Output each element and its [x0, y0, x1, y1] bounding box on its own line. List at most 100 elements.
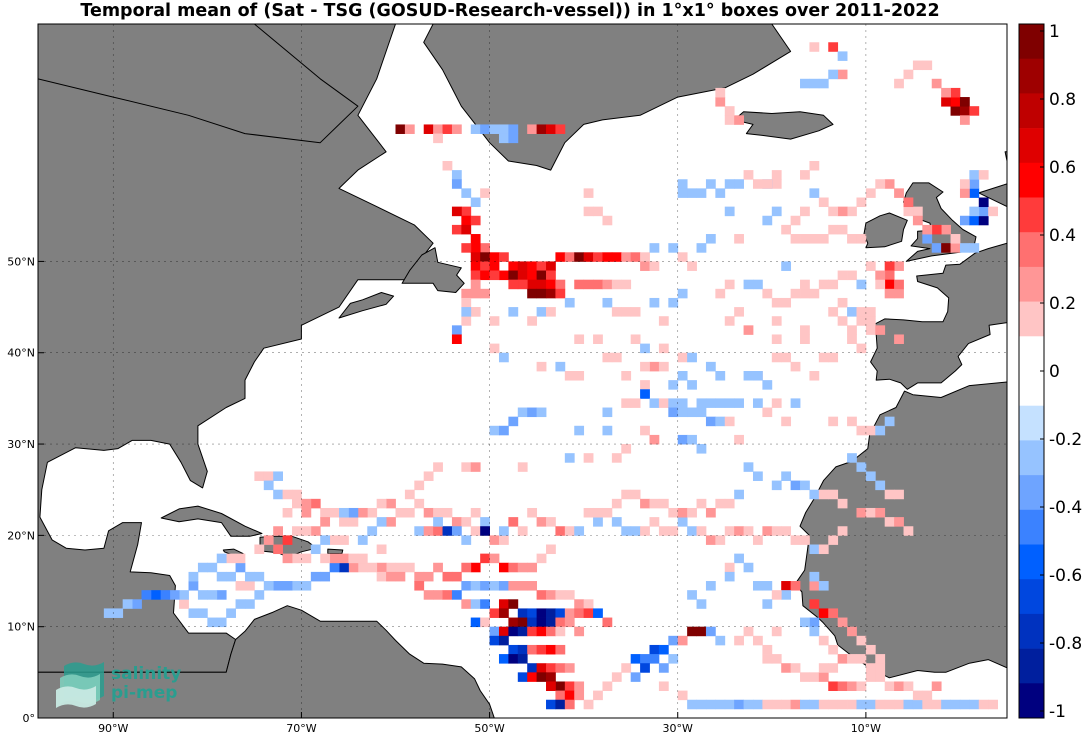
data-cell: [461, 599, 472, 609]
data-cell: [734, 179, 744, 189]
data-cell: [150, 590, 161, 600]
data-cell: [941, 699, 951, 710]
x-tick-label: 90°W: [98, 722, 128, 735]
data-cell: [527, 507, 538, 518]
data-cell: [583, 252, 594, 262]
data-cell: [404, 562, 415, 573]
data-cell: [715, 699, 726, 710]
data-cell: [931, 681, 942, 691]
data-cell: [668, 507, 679, 518]
data-cell: [395, 507, 406, 518]
data-cell: [593, 507, 603, 518]
data-cell: [734, 307, 744, 317]
data-cell: [498, 581, 509, 591]
data-cell: [423, 526, 434, 536]
data-cell: [470, 279, 481, 290]
data-cell: [451, 170, 462, 180]
data-cell: [884, 699, 895, 710]
data-cell: [828, 489, 839, 500]
data-cell: [894, 261, 904, 271]
data-cell: [903, 206, 914, 217]
data-cell: [498, 270, 509, 281]
data-cell: [781, 352, 792, 363]
data-cell: [470, 526, 481, 536]
data-cell: [771, 352, 782, 363]
data-cell: [480, 288, 490, 299]
data-cell: [837, 270, 848, 281]
data-cell: [263, 535, 274, 545]
data-cell: [527, 261, 538, 271]
data-cell: [771, 179, 782, 189]
data-cell: [527, 617, 538, 628]
data-cell: [470, 581, 481, 591]
data-cell: [611, 352, 622, 363]
data-cell: [386, 498, 396, 509]
data-cell: [470, 234, 481, 244]
data-cell: [734, 635, 744, 646]
data-cell: [715, 188, 726, 198]
data-cell: [818, 78, 829, 89]
data-cell: [498, 252, 509, 262]
data-cell: [517, 562, 528, 573]
data-cell: [790, 581, 801, 591]
data-cell: [781, 699, 792, 710]
data-cell: [856, 316, 867, 326]
data-cell: [903, 197, 914, 208]
data-cell: [818, 234, 829, 244]
data-cell: [800, 334, 810, 344]
land-iceland: [733, 111, 834, 140]
data-cell: [395, 562, 406, 573]
data-cell: [800, 699, 810, 710]
data-cell: [480, 617, 490, 628]
data-cell: [517, 270, 528, 281]
data-cell: [320, 517, 331, 527]
data-cell: [433, 507, 443, 518]
data-cell: [301, 526, 312, 536]
data-cell: [188, 608, 199, 618]
data-cell: [188, 571, 199, 582]
data-cell: [865, 425, 876, 436]
data-cell: [508, 581, 519, 591]
data-cell: [442, 571, 453, 582]
data-cell: [621, 489, 632, 500]
data-cell: [677, 507, 688, 518]
data-cell: [470, 261, 481, 271]
data-cell: [894, 699, 904, 710]
data-cell: [762, 215, 773, 226]
data-cell: [630, 307, 641, 317]
data-cell: [508, 617, 519, 628]
data-cell: [376, 517, 387, 527]
data-cell: [705, 581, 716, 591]
data-cell: [640, 380, 650, 390]
data-cell: [988, 699, 998, 710]
data-cell: [461, 517, 472, 527]
data-cell: [677, 517, 688, 527]
data-cell: [950, 234, 961, 244]
data-cell: [847, 270, 857, 281]
data-cell: [847, 234, 857, 244]
data-cell: [263, 581, 274, 591]
data-cell: [771, 626, 782, 637]
data-cell: [734, 553, 744, 564]
data-cell: [461, 581, 472, 591]
data-cell: [498, 535, 509, 545]
data-cell: [517, 608, 528, 618]
data-cell: [357, 507, 368, 518]
data-cell: [658, 361, 669, 372]
data-cell: [847, 654, 857, 664]
data-cell: [254, 590, 265, 600]
data-cell: [884, 179, 895, 189]
data-cell: [282, 507, 293, 518]
data-cell: [978, 197, 989, 208]
data-cell: [451, 334, 462, 344]
data-cell: [724, 571, 735, 582]
data-cell: [894, 517, 904, 527]
data-cell: [461, 462, 472, 472]
data-cell: [442, 160, 453, 171]
data-cell: [527, 316, 538, 326]
land-africa: [794, 381, 1007, 679]
data-cell: [724, 179, 735, 189]
data-cell: [564, 453, 575, 463]
data-cell: [818, 279, 829, 290]
data-cell: [517, 672, 528, 682]
